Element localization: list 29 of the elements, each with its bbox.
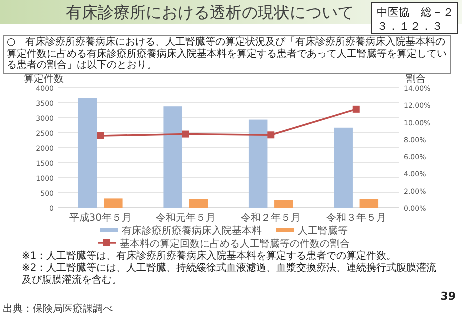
x-tick-label: 令和元年５月 (156, 212, 216, 224)
y-axis-title: 算定件数 (24, 73, 64, 85)
legend-label: 人工腎臓等 (298, 225, 348, 237)
x-tick-label: 平成30年５月 (69, 212, 132, 224)
y2-axis-title: 割合 (406, 73, 426, 85)
bar (334, 128, 353, 208)
x-tick-label: 令和２年５月 (241, 212, 302, 224)
point (268, 132, 275, 139)
bar (104, 198, 123, 208)
text: ３．１２．３ (377, 20, 443, 33)
bar (360, 199, 379, 208)
point (352, 106, 360, 113)
point (97, 132, 104, 140)
text: 39 (440, 290, 456, 303)
point (182, 130, 190, 138)
bar (78, 98, 98, 208)
bar (164, 106, 182, 208)
bar (274, 200, 294, 208)
bar (248, 120, 268, 208)
bar (189, 199, 208, 208)
text: ※1：人工腎臓等は、有床診療所療養病床入院基本料を算定する患者での算定件数。 (22, 251, 398, 262)
chart-title: 有床診療所における透析の現状について (66, 3, 354, 22)
text: 中医協 総－２ (377, 6, 454, 19)
x-tick-label: 令和３年５月 (326, 212, 386, 224)
source-note: 出典：保険局医療課調べ (3, 304, 113, 316)
text: ※2：人工腎臓等には、人工腎臓、持続緩徐式血液濾過、血漿交換療法、連続携行式腹膜灌流及び腹膜灌流を含む。 (22, 263, 438, 287)
chart-subtitle: ○ 有床診療所療養病床における、人工腎臓等の算定状況及び「有床診療所療養病床入院基本料の算定件数に占める有床診療所療養病床入院基本料を算定する患者であって人工腎臓等を算定している患者の割合」は以下のとおり。 (3, 35, 451, 74)
legend-label: 基本料の算定回数に占める人工腎臓等の件数の割合 (120, 238, 350, 250)
legend-label: 有床診療所療養病床入院基本料 (122, 225, 262, 237)
